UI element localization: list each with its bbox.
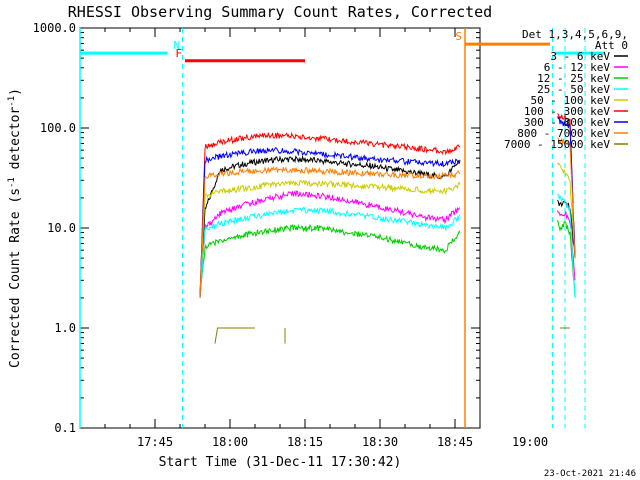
series-line xyxy=(214,327,255,344)
series-line xyxy=(199,179,461,298)
x-tick-label: 18:30 xyxy=(362,435,398,449)
flag-label: F xyxy=(175,47,182,60)
flag-label: S xyxy=(455,30,462,43)
legend-label: 100 - 300 keV xyxy=(524,105,610,118)
y-tick-label: 1.0 xyxy=(54,321,76,335)
chart-title: RHESSI Observing Summary Count Rates, Co… xyxy=(68,3,492,21)
series-line xyxy=(199,146,461,298)
legend-label: 25 - 50 keV xyxy=(537,83,610,96)
legend-label: 6 - 12 keV xyxy=(544,61,611,74)
y-tick-label: 1000.0 xyxy=(33,21,76,35)
y-tick-label: 100.0 xyxy=(40,121,76,135)
timestamp: 23-Oct-2021 21:46 xyxy=(544,469,636,479)
legend-label: 12 - 25 keV xyxy=(537,72,610,85)
svg-text:Corrected Count Rate (s-1 dete: Corrected Count Rate (s-1 detector-1) xyxy=(7,88,23,368)
y-axis-label-part3: ) xyxy=(8,88,23,96)
series-2 xyxy=(199,219,576,298)
y-axis-label-part1: Corrected Count Rate (s xyxy=(8,188,23,368)
flag-label: N xyxy=(174,39,181,52)
y-axis-label-sup2: -1 xyxy=(7,96,17,107)
series-line xyxy=(199,206,461,298)
legend-label: 7000 - 15000 keV xyxy=(504,138,610,151)
x-tick-label: 19:00 xyxy=(512,435,548,449)
x-tick-label: 17:45 xyxy=(137,435,173,449)
series-line xyxy=(199,131,460,298)
series-4 xyxy=(199,162,576,298)
series-7 xyxy=(199,137,576,298)
flag-bars: NF S xyxy=(80,30,605,63)
series-line xyxy=(557,193,576,298)
y-tick-label: 0.1 xyxy=(54,421,76,435)
legend-header: Det 1,3,4,5,6,9, xyxy=(522,28,628,41)
legend-label: 50 - 100 keV xyxy=(531,94,611,107)
legend-header: Att 0 xyxy=(595,39,628,52)
legend-label: 800 - 7000 keV xyxy=(517,127,610,140)
legend-label: 300 - 800 keV xyxy=(524,116,610,129)
x-tick-label: 18:15 xyxy=(287,435,323,449)
y-axis-label: Corrected Count Rate (s-1 detector-1) xyxy=(7,88,23,368)
series-line xyxy=(199,223,461,298)
series-8 xyxy=(214,327,570,344)
series-line xyxy=(199,154,461,298)
vertical-markers xyxy=(79,28,586,428)
x-tick-label: 18:45 xyxy=(437,435,473,449)
series-line xyxy=(557,162,576,259)
y-tick-labels: 0.1 1.0 10.0 100.0 1000.0 xyxy=(33,21,76,435)
series-6 xyxy=(199,116,576,298)
series-line xyxy=(557,219,576,298)
y-tick-label: 10.0 xyxy=(47,221,76,235)
x-tick-label: 18:00 xyxy=(212,435,248,449)
series-layer xyxy=(199,113,576,344)
series-line xyxy=(557,137,576,259)
series-3 xyxy=(199,193,576,298)
y-axis-label-part2: detector xyxy=(8,107,23,178)
y-axis-label-sup1: -1 xyxy=(7,177,17,188)
series-line xyxy=(199,189,461,298)
series-line xyxy=(557,116,576,259)
x-tick-labels: 17:45 18:00 18:15 18:30 18:45 19:00 xyxy=(137,435,548,449)
x-axis-label: Start Time (31-Dec-11 17:30:42) xyxy=(159,455,402,470)
legend-label: 3 - 6 keV xyxy=(550,50,610,63)
series-line xyxy=(199,166,461,298)
